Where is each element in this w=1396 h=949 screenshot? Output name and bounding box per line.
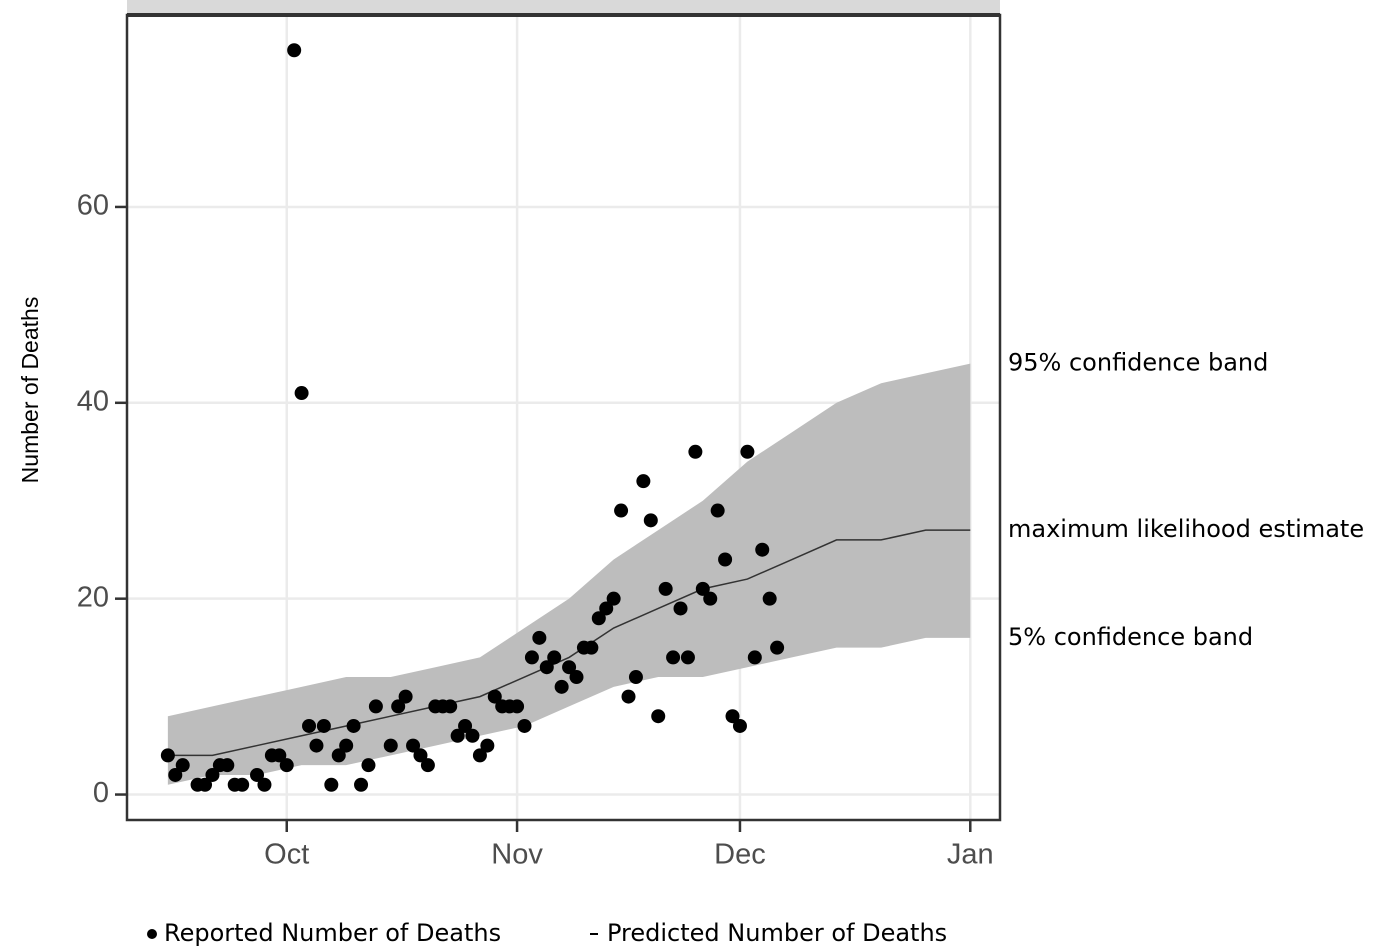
data-point: [695, 581, 710, 596]
y-tick-label: 60: [77, 190, 109, 222]
y-tick-label: 0: [93, 777, 109, 809]
x-tick-label: Dec: [714, 839, 766, 871]
annotation: maximum likelihood estimate: [1008, 515, 1364, 543]
data-point: [302, 718, 317, 733]
data-point: [517, 718, 532, 733]
data-point: [346, 718, 361, 733]
data-point: [554, 679, 569, 694]
data-point: [472, 748, 487, 763]
data-point: [361, 758, 376, 773]
data-point: [160, 748, 175, 763]
data-point: [250, 767, 265, 782]
data-point: [398, 689, 413, 704]
data-point: [406, 738, 421, 753]
data-point: [420, 758, 435, 773]
data-point: [584, 640, 599, 655]
annotation: 95% confidence band: [1008, 349, 1268, 377]
data-point: [257, 777, 272, 792]
data-point: [287, 43, 302, 58]
data-point: [562, 660, 577, 675]
x-tick-label: Jan: [947, 839, 994, 871]
data-point: [725, 709, 740, 724]
data-point: [324, 777, 339, 792]
estimate-line: [167, 529, 971, 757]
data-point: [718, 552, 733, 567]
data-point: [643, 513, 658, 528]
data-point: [368, 699, 383, 714]
data-point: [331, 748, 346, 763]
data-point: [762, 591, 777, 606]
data-point: [703, 591, 718, 606]
data-point: [755, 542, 770, 557]
data-point: [770, 640, 785, 655]
data-point: [532, 630, 547, 645]
legend-label: Predicted Number of Deaths: [607, 919, 947, 947]
data-point: [272, 748, 287, 763]
data-point: [450, 728, 465, 743]
data-point: [198, 777, 213, 792]
data-point: [391, 699, 406, 714]
data-point: [316, 718, 331, 733]
data-point: [458, 718, 473, 733]
data-point: [747, 650, 762, 665]
data-point: [599, 601, 614, 616]
data-point: [740, 444, 755, 459]
data-point: [487, 689, 502, 704]
y-tick-label: 40: [77, 385, 109, 417]
data-point: [621, 689, 636, 704]
data-point: [205, 767, 220, 782]
data-point: [591, 611, 606, 626]
data-point: [666, 650, 681, 665]
data-point: [606, 591, 621, 606]
data-point: [383, 738, 398, 753]
data-point: [339, 738, 354, 753]
data-point: [651, 709, 666, 724]
data-point: [636, 474, 651, 489]
legend-label: Reported Number of Deaths: [164, 919, 501, 947]
data-point: [510, 699, 525, 714]
data-point: [539, 660, 554, 675]
data-point: [569, 670, 584, 685]
data-point: [175, 758, 190, 773]
x-tick-label: Oct: [264, 839, 309, 871]
annotation: 5% confidence band: [1008, 623, 1253, 651]
data-point: [168, 767, 183, 782]
data-point: [524, 650, 539, 665]
data-point: [628, 670, 643, 685]
legend-marker: [147, 929, 157, 939]
y-tick-label: 20: [77, 581, 109, 613]
data-point: [279, 758, 294, 773]
data-point: [658, 581, 673, 596]
data-point: [220, 758, 235, 773]
confidence-band: [167, 363, 971, 785]
data-point: [480, 738, 495, 753]
data-point: [614, 503, 629, 518]
x-tick-label: Nov: [491, 839, 543, 871]
y-axis-title: Number of Deaths: [17, 297, 43, 484]
data-point: [680, 650, 695, 665]
data-point: [688, 444, 703, 459]
data-point: [443, 699, 458, 714]
data-point: [710, 503, 725, 518]
data-point: [235, 777, 250, 792]
data-point: [547, 650, 562, 665]
data-point: [673, 601, 688, 616]
data-point: [294, 386, 309, 401]
data-point: [732, 718, 747, 733]
data-point: [354, 777, 369, 792]
data-point: [465, 728, 480, 743]
data-point: [413, 748, 428, 763]
data-point: [309, 738, 324, 753]
header-strip: [127, 0, 1000, 15]
